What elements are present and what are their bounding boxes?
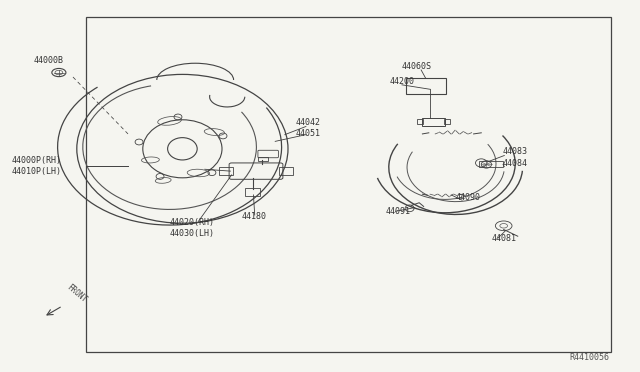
- Bar: [279, 167, 293, 175]
- Text: 44000P(RH): 44000P(RH): [12, 156, 61, 165]
- Bar: [406, 78, 446, 94]
- Bar: [245, 188, 260, 196]
- Bar: [86, 17, 611, 352]
- Text: 44081: 44081: [492, 234, 516, 243]
- Bar: [258, 157, 268, 161]
- Text: 44000B: 44000B: [33, 56, 63, 65]
- Text: 44084: 44084: [503, 159, 528, 168]
- Bar: [219, 167, 233, 175]
- Bar: [417, 119, 423, 124]
- Text: FRONT: FRONT: [65, 283, 89, 304]
- Bar: [479, 161, 503, 167]
- Text: R4410056: R4410056: [570, 353, 609, 362]
- Bar: [444, 119, 450, 124]
- Text: 44020(RH): 44020(RH): [170, 218, 214, 227]
- Text: 44051: 44051: [296, 129, 321, 138]
- Text: 44010P(LH): 44010P(LH): [12, 167, 61, 176]
- Text: 44091: 44091: [385, 207, 410, 216]
- Text: 44083: 44083: [503, 147, 528, 156]
- Text: 44180: 44180: [242, 212, 267, 221]
- Text: 44030(LH): 44030(LH): [170, 229, 214, 238]
- Bar: [422, 118, 445, 126]
- Text: 44060S: 44060S: [402, 62, 432, 71]
- Text: 44090: 44090: [456, 193, 481, 202]
- Text: 44042: 44042: [296, 118, 321, 126]
- Text: 44200: 44200: [389, 77, 414, 86]
